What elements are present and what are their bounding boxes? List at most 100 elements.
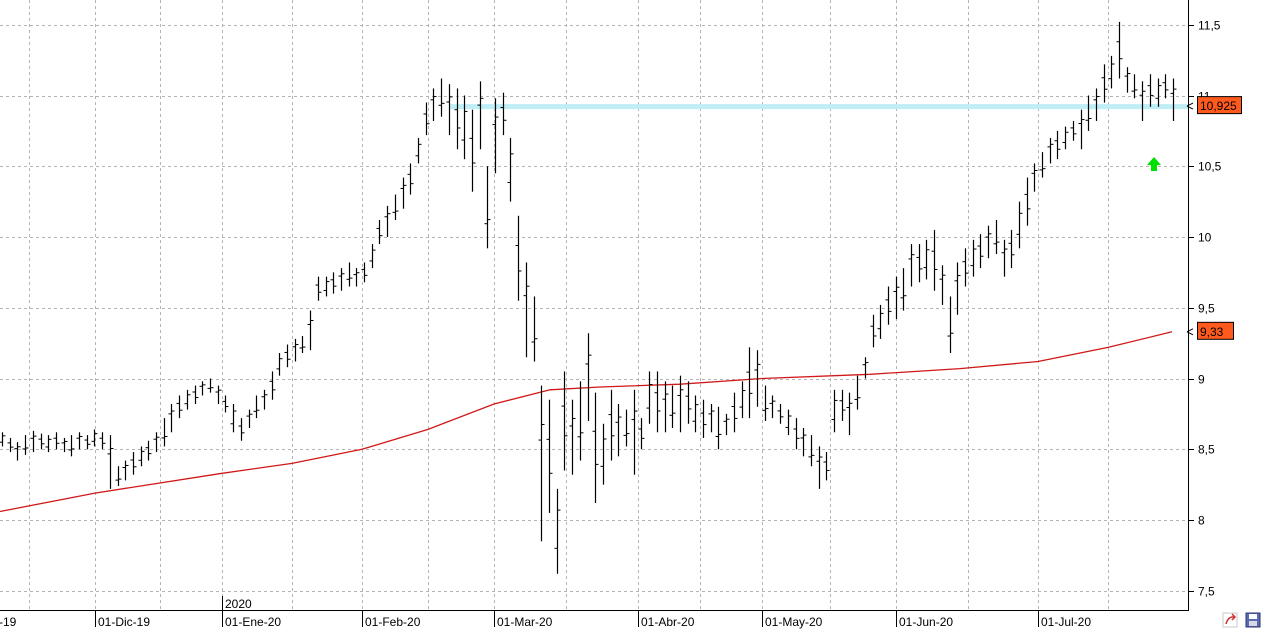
price-bar bbox=[870, 314, 877, 348]
price-bar bbox=[662, 381, 669, 433]
price-tag-box bbox=[1197, 96, 1242, 115]
price-bar bbox=[323, 276, 330, 297]
y-tick-label: 8 bbox=[1198, 514, 1205, 528]
price-bar bbox=[145, 440, 152, 461]
price-bar bbox=[346, 262, 353, 287]
price-bar bbox=[808, 435, 815, 467]
price-bar bbox=[561, 371, 568, 471]
price-tag-box bbox=[1197, 321, 1234, 340]
save-icon[interactable] bbox=[1245, 612, 1261, 628]
price-bar bbox=[793, 418, 800, 450]
price-bar bbox=[14, 442, 21, 461]
price-bar bbox=[1162, 74, 1169, 99]
price-bar bbox=[207, 378, 214, 393]
price-bar bbox=[376, 220, 383, 245]
price-tag: 10,925 bbox=[1186, 96, 1242, 115]
x-tick-label: 01-May-20 bbox=[765, 615, 823, 629]
price-bar bbox=[893, 276, 900, 320]
price-bar bbox=[777, 403, 784, 424]
price-bar bbox=[246, 409, 253, 429]
price-bar bbox=[22, 435, 29, 455]
price-bar bbox=[84, 435, 91, 450]
price-bar bbox=[1008, 229, 1015, 269]
save-icon-slot[interactable] bbox=[1249, 621, 1257, 626]
footer-icons[interactable] bbox=[1222, 612, 1261, 628]
price-bar bbox=[176, 395, 183, 419]
price-bar bbox=[284, 344, 291, 368]
price-bar bbox=[931, 229, 938, 291]
price-bar bbox=[107, 435, 114, 489]
price-bar bbox=[531, 296, 538, 362]
share-icon-frame[interactable] bbox=[1222, 612, 1238, 628]
x-tick-label: 01-Mar-20 bbox=[497, 615, 553, 629]
price-bar bbox=[1031, 163, 1038, 192]
price-bar bbox=[1147, 74, 1154, 107]
price-bar bbox=[30, 430, 37, 453]
price-bar bbox=[839, 389, 846, 421]
price-bar bbox=[638, 418, 645, 450]
price-bar bbox=[523, 262, 530, 358]
price-bar bbox=[392, 194, 399, 221]
price-bar bbox=[1078, 109, 1085, 150]
price-bar bbox=[76, 432, 83, 450]
price-bar bbox=[423, 102, 430, 136]
price-bar bbox=[785, 409, 792, 436]
price-bar bbox=[168, 403, 175, 433]
price-bar bbox=[276, 353, 283, 376]
y-tick-label: 10 bbox=[1198, 231, 1212, 245]
price-bar bbox=[1101, 64, 1108, 103]
price-bar bbox=[1085, 95, 1092, 131]
price-bar bbox=[415, 137, 422, 164]
price-bars bbox=[0, 21, 1177, 574]
price-bar bbox=[754, 350, 761, 407]
price-bar bbox=[338, 268, 345, 291]
price-bar bbox=[230, 403, 237, 433]
price-tag-label: 10,925 bbox=[1200, 99, 1237, 113]
price-bar bbox=[515, 215, 522, 301]
y-tick-label: 8,5 bbox=[1198, 443, 1215, 457]
price-bar bbox=[600, 423, 607, 485]
share-icon-arrow[interactable] bbox=[1225, 613, 1237, 625]
price-bar bbox=[1131, 74, 1138, 99]
price-bar bbox=[153, 432, 160, 453]
y-tick-label: 7,5 bbox=[1198, 585, 1215, 599]
price-bar bbox=[269, 371, 276, 400]
price-bar bbox=[569, 399, 576, 475]
price-bar bbox=[0, 432, 6, 447]
price-bar bbox=[369, 244, 376, 269]
share-icon[interactable] bbox=[1222, 612, 1238, 628]
price-bar bbox=[885, 286, 892, 325]
price-bar bbox=[1016, 201, 1023, 249]
x-tick-label: 01-Jul-20 bbox=[1041, 615, 1091, 629]
price-bar bbox=[923, 239, 930, 280]
price-bar bbox=[122, 460, 129, 481]
price-bar bbox=[708, 403, 715, 433]
x-tick-label: 01-Abr-20 bbox=[641, 615, 695, 629]
price-bar bbox=[692, 395, 699, 433]
price-bar bbox=[769, 395, 776, 419]
up-arrow-icon bbox=[1147, 157, 1161, 171]
price-bar bbox=[400, 177, 407, 209]
price-bar bbox=[546, 399, 553, 513]
save-icon-label[interactable] bbox=[1249, 614, 1257, 619]
price-tag: 9,33 bbox=[1186, 321, 1234, 340]
y-tick-label: 10,5 bbox=[1198, 160, 1222, 174]
price-bar bbox=[138, 446, 145, 467]
x-tick-label: 01-Jun-20 bbox=[899, 615, 953, 629]
price-bar bbox=[577, 381, 584, 461]
price-bar bbox=[816, 446, 823, 489]
price-bar bbox=[500, 92, 507, 136]
y-tick-label: 11,5 bbox=[1198, 19, 1221, 33]
price-bar bbox=[592, 392, 599, 504]
price-bar bbox=[746, 347, 753, 419]
price-bar bbox=[222, 395, 229, 413]
moving-average-line bbox=[0, 331, 1173, 513]
price-bar bbox=[977, 234, 984, 269]
price-bar bbox=[939, 265, 946, 305]
price-bar bbox=[61, 437, 68, 453]
price-bar bbox=[631, 389, 638, 475]
price-bar bbox=[253, 395, 260, 419]
price-bar bbox=[68, 435, 75, 457]
moving-average-path bbox=[0, 331, 1173, 513]
